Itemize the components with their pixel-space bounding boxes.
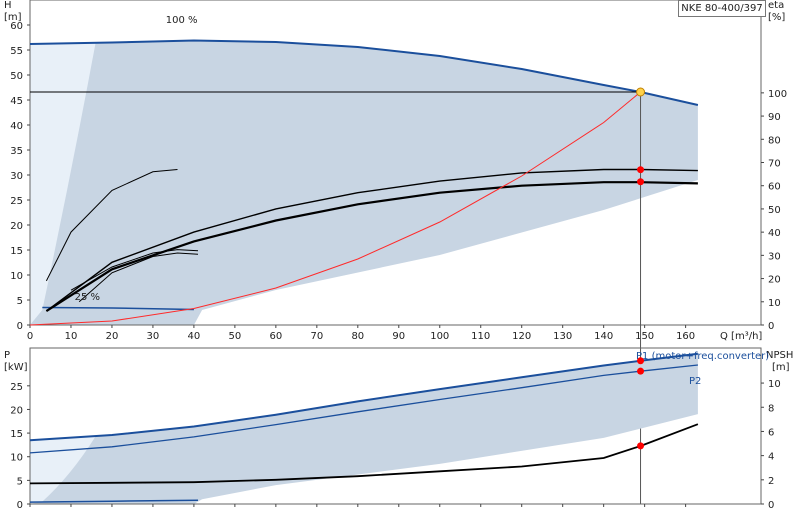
power-operating-point: [637, 367, 645, 375]
p-axis-unit: [kW]: [4, 362, 28, 373]
h-axis-tick-label: 15: [10, 246, 23, 257]
npsh-axis-label: NPSH: [766, 350, 793, 361]
efficiency-operating-point: [637, 178, 645, 186]
q-axis-tick-label: 90: [392, 331, 405, 342]
h-axis-tick-label: 45: [10, 96, 23, 107]
p-axis-tick-label: 0: [17, 500, 23, 511]
efficiency-curve-low-speed: [70, 249, 199, 291]
system-curve: [29, 91, 641, 326]
q-axis-tick-label: 50: [229, 331, 242, 342]
eta-axis-tick-label: 50: [768, 205, 781, 216]
power-curve-p1: [29, 352, 699, 442]
series-label-p2: P2: [689, 376, 701, 387]
q-axis-tick-label: 120: [512, 331, 531, 342]
q-axis-tick-label: 140: [594, 331, 613, 342]
q-axis-tick-label: 20: [106, 331, 119, 342]
h-axis-tick-label: 10: [10, 271, 23, 282]
efficiency-curve-secondary: [45, 168, 698, 312]
h-axis-tick-label: 50: [10, 71, 23, 82]
eta-axis-tick-label: 40: [768, 228, 781, 239]
eta-axis-tick-label: 60: [768, 182, 781, 193]
npsh-axis-tick-label: 4: [768, 452, 774, 463]
power-plot-frame: [29, 347, 762, 505]
npsh-axis-tick-label: 10: [768, 379, 781, 390]
q-axis-tick-label: 80: [351, 331, 364, 342]
npsh-axis-tick-label: 2: [768, 476, 774, 487]
pump-model-label: NKE 80-400/397: [678, 0, 766, 17]
q-axis-tick-label: 30: [147, 331, 160, 342]
efficiency-curve-primary: [45, 181, 698, 313]
q-axis-tick-label: 10: [65, 331, 78, 342]
q-axis-tick-label: 40: [188, 331, 201, 342]
power-low-flow-region: [30, 436, 96, 504]
h-axis-tick-label: 5: [17, 296, 23, 307]
power-range-envelope: [30, 353, 698, 504]
eta-axis-tick-label: 30: [768, 251, 781, 262]
h-axis-tick-label: 40: [10, 121, 23, 132]
q-axis-tick-label: 0: [27, 331, 33, 342]
eta-axis-tick-label: 10: [768, 298, 781, 309]
q-axis-tick-label: 70: [310, 331, 323, 342]
low-flow-region: [30, 43, 96, 325]
h-axis-tick-label: 25: [10, 196, 23, 207]
q-axis-tick-label: 110: [471, 331, 490, 342]
power-curve-min-speed: [29, 499, 199, 503]
q-axis-tick-label: 150: [635, 331, 654, 342]
head-curve-100: [29, 39, 699, 106]
eta-axis-tick-label: 20: [768, 275, 781, 286]
npsh-axis-unit: [m]: [772, 362, 790, 373]
eta-axis-tick-label: 100: [768, 89, 787, 100]
h-axis-tick-label: 20: [10, 221, 23, 232]
npsh-axis-tick-label: 0: [768, 500, 774, 511]
power-curve-p2: [29, 364, 698, 454]
npsh-operating-point: [637, 442, 645, 450]
eta-axis-label: eta: [768, 0, 784, 11]
q-axis-tick-label: 130: [553, 331, 572, 342]
q-axis-tick-label: 60: [269, 331, 282, 342]
npsh-axis-tick-label: 6: [768, 427, 774, 438]
h-axis-tick-label: 60: [10, 21, 23, 32]
q-axis-label: Q [m³/h]: [720, 331, 762, 342]
h-axis-tick-label: 30: [10, 171, 23, 182]
h-axis-label: H: [4, 0, 12, 11]
eta-axis-unit: [%]: [768, 12, 785, 23]
eta-axis-tick-label: 90: [768, 112, 781, 123]
p-axis-tick-label: 5: [17, 476, 23, 487]
h-axis-unit: [m]: [4, 12, 22, 23]
h-axis-tick-label: 0: [17, 321, 23, 332]
p-axis-tick-label: 25: [10, 382, 23, 393]
p-axis-tick-label: 20: [10, 405, 23, 416]
eta-axis-tick-label: 80: [768, 135, 781, 146]
p-axis-tick-label: 15: [10, 429, 23, 440]
power-operating-point: [637, 357, 645, 365]
h-axis-tick-label: 55: [10, 46, 23, 57]
h-axis-tick-label: 35: [10, 146, 23, 157]
series-label-p1: P1 (motor+freq.converter): [636, 351, 769, 362]
efficiency-curve-low-speed: [45, 169, 178, 282]
q-axis-tick-label: 100: [430, 331, 449, 342]
p-axis-label: P: [4, 350, 10, 361]
speed-label-25: 25 %: [75, 292, 100, 303]
efficiency-operating-point: [637, 166, 645, 174]
p-axis-tick-label: 10: [10, 453, 23, 464]
speed-label-100: 100 %: [166, 15, 198, 26]
eta-axis-tick-label: 0: [768, 321, 774, 332]
q-axis-tick-label: 160: [676, 331, 695, 342]
efficiency-curve-low-speed: [78, 252, 199, 303]
head-curve-25: [42, 306, 194, 311]
npsh-curve: [29, 423, 699, 485]
npsh-axis-tick-label: 8: [768, 403, 774, 414]
eta-axis-tick-label: 70: [768, 159, 781, 170]
duty-point-marker: [636, 87, 646, 97]
